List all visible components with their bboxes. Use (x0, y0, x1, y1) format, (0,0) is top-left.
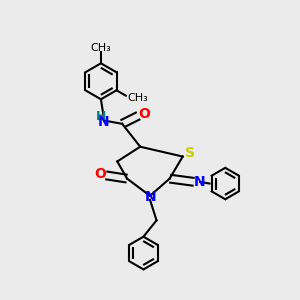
Text: O: O (139, 107, 150, 121)
Text: N: N (194, 175, 205, 189)
Text: CH₃: CH₃ (128, 93, 148, 103)
Text: S: S (185, 146, 195, 160)
Text: H: H (96, 110, 106, 123)
Text: N: N (98, 115, 110, 129)
Text: O: O (94, 167, 106, 182)
Text: N: N (145, 190, 157, 204)
Text: CH₃: CH₃ (91, 43, 111, 53)
